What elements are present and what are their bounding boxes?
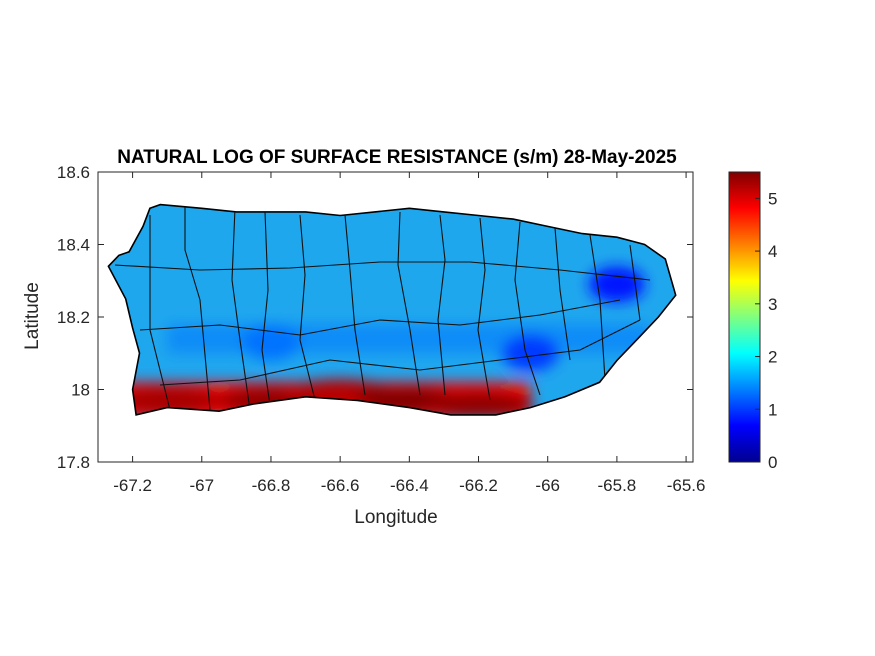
boundary-line [114,261,651,281]
colorbar-tick-label: 0 [768,453,777,472]
y-axis-label: Latitude [22,282,43,350]
x-tick-label: -67.2 [113,476,152,495]
colorbar [728,171,761,463]
boundary-line [344,214,366,396]
x-tick-label: -66.2 [459,476,498,495]
boundary-line [477,217,491,401]
y-tick-label: 18.4 [57,236,90,255]
x-tick-label: -65.6 [667,476,706,495]
field-high [423,390,534,415]
field-base [108,204,676,415]
field-low [242,324,299,361]
boundary-line [397,211,421,396]
chart-title: NATURAL LOG OF SURFACE RESISTANCE (s/m) … [117,147,677,168]
y-tick-label: 18 [71,381,90,400]
y-tick-label: 18.6 [57,163,90,182]
colorbar-tick-label: 2 [768,348,777,367]
boundary-line [184,205,211,411]
colorbar-tick-label: 1 [768,400,777,419]
boundary-line [159,319,641,386]
municipality-boundaries [114,205,651,411]
x-tick-label: -65.8 [598,476,637,495]
x-tick-label: -66 [535,476,560,495]
surface-resistance-field [108,204,676,415]
field-low [502,335,559,372]
boundary-line [514,221,541,396]
x-tick-label: -67 [189,476,214,495]
boundary-line [299,214,316,401]
x-tick-label: -66.6 [321,476,360,495]
boundary-line [629,244,641,321]
island-outline [107,203,677,416]
x-tick-label: -66.4 [390,476,429,495]
x-axis: -67.2 -67 -66.8 -66.6 -66.4 -66.2 -66 -65.8 -65.… [113,172,705,495]
y-tick-label: 18.2 [57,308,90,327]
colorbar-tick-label: 3 [768,295,777,314]
boundary-line [261,211,271,406]
colorbar-axis: 0 1 2 3 4 5 [755,189,777,472]
boundary-line [139,299,621,336]
boundary-line [554,227,571,361]
x-axis-label: Longitude [354,507,437,528]
colorbar-tick-label: 5 [768,189,777,208]
boundary-line [231,207,251,411]
field-low [588,266,645,303]
boundary-line [589,234,606,381]
boundary-line [437,214,446,396]
x-tick-label: -66.8 [252,476,291,495]
y-axis: 17.8 18 18.2 18.4 18.6 [57,163,693,472]
y-tick-label: 17.8 [57,453,90,472]
colorbar-tick-label: 4 [768,242,777,261]
boundary-line [149,215,171,411]
